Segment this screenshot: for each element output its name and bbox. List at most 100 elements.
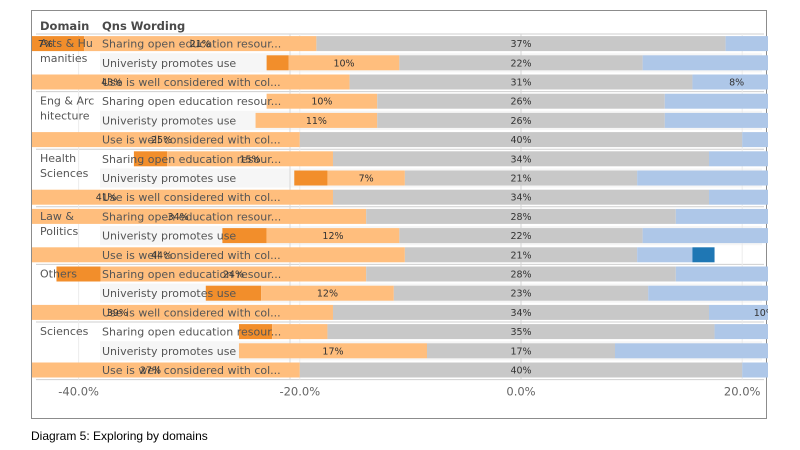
data-label: 44% [151, 250, 172, 261]
data-label: 27% [140, 366, 161, 377]
bar-segment [32, 304, 333, 320]
bar-segment [615, 343, 768, 359]
bar-segment [709, 189, 768, 205]
bar-segment [675, 208, 768, 224]
data-label: 40% [510, 366, 531, 377]
bar-segment [261, 285, 394, 301]
bar-segment [32, 247, 405, 263]
data-label: 24% [223, 270, 244, 281]
data-label: 10% [754, 308, 768, 319]
data-label: 28% [510, 212, 531, 223]
bar-segment [642, 55, 768, 71]
bar-segment [426, 343, 616, 359]
question-label: Sharing open education resour... [102, 38, 281, 51]
domain-label: Health [40, 152, 76, 165]
bar-segment [316, 36, 726, 52]
question-label: Use is well considered with col... [102, 249, 281, 262]
bar-segment [327, 324, 715, 340]
bar-segment [692, 247, 715, 263]
bar-segment [332, 151, 710, 167]
bar-segment [664, 93, 768, 109]
data-label: 7% [38, 39, 53, 50]
data-label: 28% [510, 270, 531, 281]
domain-label: Politics [40, 225, 79, 238]
bar-segment [167, 151, 333, 167]
bar-segment [222, 228, 267, 244]
bar-segment [725, 36, 768, 52]
bar-segment [399, 228, 643, 244]
bar-segment [404, 170, 638, 186]
domain-label: Arts & Hu [40, 37, 93, 50]
bar-segment [664, 112, 768, 128]
question-label: Univeristy promotes use [102, 57, 236, 70]
bar-segment [709, 304, 768, 320]
bar-segment [56, 266, 101, 282]
figure-caption: Diagram 5: Exploring by domains [31, 429, 208, 443]
data-label: 17% [510, 346, 531, 357]
data-label: 34% [510, 154, 531, 165]
question-label: Sharing open education resour... [102, 95, 281, 108]
bar-segment [675, 266, 768, 282]
data-label: 23% [510, 289, 531, 300]
question-label: Use is well considered with col... [102, 76, 281, 89]
bar-segment [32, 362, 300, 378]
bar-segment [404, 247, 638, 263]
data-label: 22% [510, 231, 531, 242]
question-label: Univeristy promotes use [102, 172, 236, 185]
question-label: Use is well considered with col... [102, 364, 281, 377]
data-label: 21% [190, 39, 211, 50]
question-label: Use is well considered with col... [102, 134, 281, 147]
bar-segment [709, 151, 768, 167]
column-header-domain: Domain [40, 19, 89, 33]
question-label: Univeristy promotes use [102, 230, 236, 243]
bar-segment [332, 304, 710, 320]
data-label: 43% [101, 78, 122, 89]
data-label: 15% [239, 154, 260, 165]
bar-segment [366, 266, 676, 282]
bar-segment [714, 324, 768, 340]
bar-segment [637, 247, 693, 263]
domain-label: Sciences [40, 325, 89, 338]
x-tick-label: -40.0% [58, 385, 99, 399]
bar-segment [366, 208, 676, 224]
bar-segment [238, 343, 427, 359]
bar-segment [742, 132, 768, 148]
bar-segment [272, 324, 328, 340]
data-label: 35% [510, 327, 531, 338]
bar-segment [266, 228, 400, 244]
data-label: 12% [317, 289, 338, 300]
column-header-question: Qns Wording [102, 19, 185, 33]
x-tick-label: 20.0% [724, 385, 761, 399]
data-label: 10% [333, 58, 354, 69]
bar-segment [692, 74, 768, 90]
domain-label: manities [40, 52, 88, 65]
bar-segment [648, 285, 768, 301]
bar-segment [32, 132, 300, 148]
data-label: 25% [151, 135, 172, 146]
domain-label: Law & [40, 210, 74, 223]
data-label: 26% [510, 116, 531, 127]
bar-segment [255, 112, 378, 128]
bar-segment [294, 170, 328, 186]
bar-segment [32, 36, 85, 52]
bar-segment [399, 55, 643, 71]
data-label: 12% [322, 231, 343, 242]
data-label: 37% [510, 39, 531, 50]
question-label: Univeristy promotes use [102, 345, 236, 358]
x-tick-label: -20.0% [279, 385, 320, 399]
bar-segment [332, 189, 710, 205]
data-label: 21% [510, 174, 531, 185]
question-label: Sharing open education resour... [102, 153, 281, 166]
bar-segment [100, 266, 367, 282]
data-label: 21% [510, 250, 531, 261]
bar-segment [327, 170, 405, 186]
data-label: 34% [510, 308, 531, 319]
bar-segment [32, 74, 350, 90]
data-label: 31% [510, 78, 531, 89]
bar-segment [377, 112, 665, 128]
domain-label: Eng & Arc [40, 95, 94, 108]
data-label: 41% [96, 193, 117, 204]
bar-segment [288, 55, 400, 71]
question-label: Univeristy promotes use [102, 114, 236, 127]
data-label: 26% [510, 97, 531, 108]
